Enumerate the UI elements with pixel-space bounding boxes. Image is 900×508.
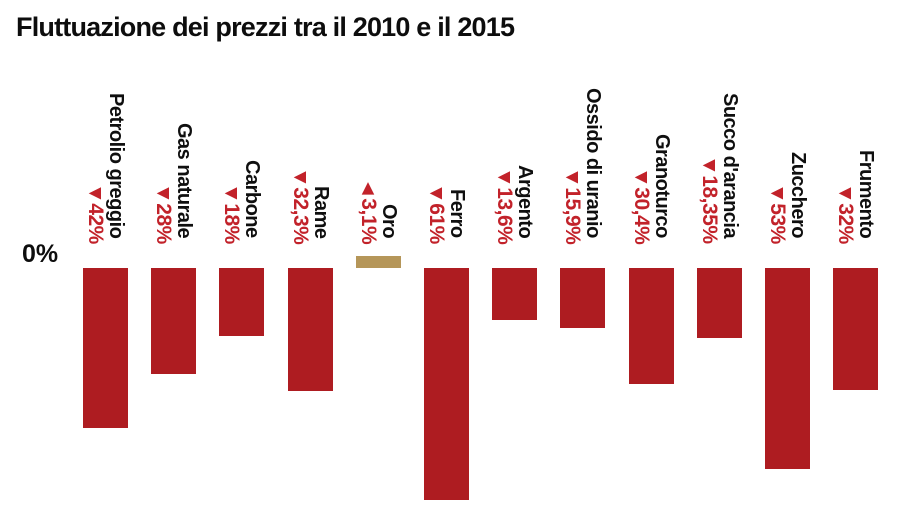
pct-change-frumento: ▼32% [834,183,857,244]
pct-change-ossido-di-uranio: ▼15,9% [561,166,584,244]
commodity-name-zucchero: Zucchero [787,151,809,238]
bar-petrolio-greggio [83,268,128,428]
bar-ferro [424,268,469,500]
pct-change-ferro: ▼61% [425,183,448,244]
label-ossido-di-uranio: ▼15,9% Ossido di uranio [561,88,604,244]
pct-change-petrolio-greggio: ▼42% [84,183,107,244]
pct-change-zucchero: ▼53% [766,183,789,244]
label-granoturco: ▼30,4% Granoturco [630,134,673,244]
label-ferro: ▼61% Ferro [425,177,468,244]
pct-change-granoturco: ▼30,4% [630,166,653,244]
pct-change-succo-darancia: ▼18,35% [698,155,721,244]
chart-title: Fluttuazione dei prezzi tra il 2010 e il… [16,12,515,42]
label-argento: ▼13,6% Argento [493,161,536,244]
bar-granoturco [629,268,674,384]
commodity-name-ferro: Ferro [446,189,468,238]
pct-change-oro: ◄3,1% [357,177,380,244]
commodity-name-succo-darancia: Succo d'arancia [719,92,741,238]
commodity-name-carbone: Carbone [241,160,263,238]
commodity-name-gas-naturale: Gas naturale [173,122,195,238]
bar-succo-darancia [697,268,742,338]
commodity-name-granoturco: Granoturco [651,134,673,238]
commodity-name-argento: Argento [514,164,536,238]
pct-change-gas-naturale: ▼28% [152,183,175,244]
bar-carbone [219,268,264,336]
pct-change-rame: ▼32,3% [289,166,312,244]
label-rame: ▼32,3% Rame [289,161,332,244]
bar-zucchero [765,268,810,469]
commodity-name-ossido-di-uranio: Ossido di uranio [582,88,604,238]
label-succo-darancia: ▼18,35% Succo d'arancia [698,92,741,244]
label-carbone: ▼18% Carbone [220,160,263,244]
bar-argento [492,268,537,320]
label-oro: ◄3,1% Oro [357,172,400,244]
commodity-name-oro: Oro [378,203,400,238]
commodity-name-petrolio-greggio: Petrolio greggio [105,92,127,238]
label-petrolio-greggio: ▼42% Petrolio greggio [84,92,127,244]
pct-change-carbone: ▼18% [220,183,243,244]
bar-oro [356,256,401,268]
label-frumento: ▼32% Frumento [834,149,877,244]
zero-axis-label: 0% [22,240,59,268]
bar-ossido-di-uranio [560,268,605,328]
pct-change-argento: ▼13,6% [493,166,516,244]
label-zucchero: ▼53% Zucchero [766,151,809,244]
bar-gas-naturale [151,268,196,374]
bar-rame [288,268,333,391]
bar-frumento [833,268,878,390]
label-gas-naturale: ▼28% Gas naturale [152,122,195,244]
commodity-name-frumento: Frumento [855,149,877,238]
commodity-name-rame: Rame [310,185,332,238]
